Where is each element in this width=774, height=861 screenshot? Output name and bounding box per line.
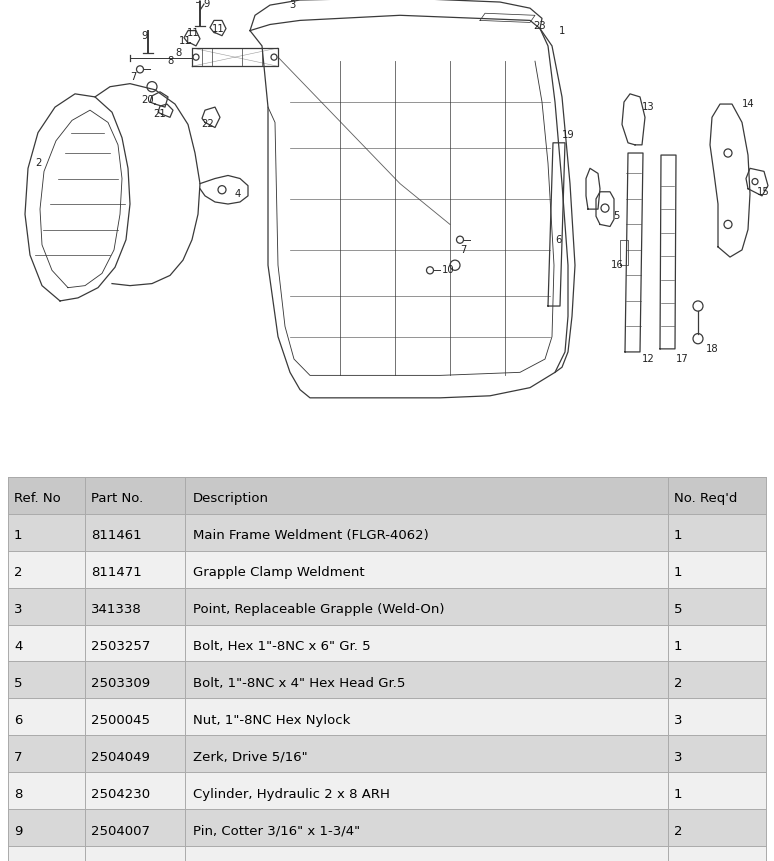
Bar	[8, 661, 766, 698]
Bar	[8, 809, 766, 846]
Bar	[8, 735, 766, 772]
Text: 9: 9	[195, 0, 201, 5]
Text: Point, Replaceable Grapple (Weld-On): Point, Replaceable Grapple (Weld-On)	[193, 604, 444, 616]
Text: 2: 2	[674, 677, 683, 690]
Text: 20: 20	[142, 95, 154, 105]
Text: 9: 9	[204, 0, 211, 9]
Text: 2500045: 2500045	[91, 714, 150, 727]
Text: 7: 7	[460, 245, 466, 255]
Text: 8: 8	[175, 48, 181, 58]
Bar	[8, 551, 766, 587]
Text: Pin, Cotter 3/16" x 1-3/4": Pin, Cotter 3/16" x 1-3/4"	[193, 825, 360, 838]
Text: 11: 11	[179, 36, 191, 46]
Text: 5: 5	[674, 604, 683, 616]
Text: Main Frame Weldment (FLGR-4062): Main Frame Weldment (FLGR-4062)	[193, 530, 429, 542]
Text: 7: 7	[130, 71, 136, 82]
Text: 15: 15	[757, 187, 769, 197]
Text: Zerk, Drive 5/16": Zerk, Drive 5/16"	[193, 751, 307, 764]
Text: 811471: 811471	[91, 567, 142, 579]
Text: 3: 3	[289, 0, 295, 10]
Text: 8: 8	[14, 788, 22, 801]
Text: 2504007: 2504007	[91, 825, 150, 838]
Text: 1: 1	[674, 641, 683, 653]
Text: 2503257: 2503257	[91, 641, 150, 653]
Text: Nut, 1"-8NC Hex Nylock: Nut, 1"-8NC Hex Nylock	[193, 714, 351, 727]
Text: 16: 16	[611, 260, 623, 270]
Text: 12: 12	[642, 354, 654, 364]
Text: 6: 6	[14, 714, 22, 727]
Text: 9: 9	[142, 31, 148, 40]
Text: 11: 11	[211, 23, 224, 34]
Text: 3: 3	[674, 714, 683, 727]
Text: 3: 3	[14, 604, 22, 616]
Text: Grapple Clamp Weldment: Grapple Clamp Weldment	[193, 567, 365, 579]
Text: 19: 19	[562, 130, 574, 139]
Text: 2: 2	[35, 158, 41, 168]
Text: 4: 4	[14, 641, 22, 653]
Text: 1: 1	[14, 530, 22, 542]
Text: 3: 3	[674, 751, 683, 764]
Text: 2504230: 2504230	[91, 788, 150, 801]
Text: Bolt, 1"-8NC x 4" Hex Head Gr.5: Bolt, 1"-8NC x 4" Hex Head Gr.5	[193, 677, 406, 690]
Text: 22: 22	[201, 120, 214, 129]
Text: 1: 1	[674, 788, 683, 801]
Text: Bolt, Hex 1"-8NC x 6" Gr. 5: Bolt, Hex 1"-8NC x 6" Gr. 5	[193, 641, 371, 653]
Text: No. Req'd: No. Req'd	[674, 492, 738, 505]
Text: 17: 17	[676, 354, 688, 364]
Text: Ref. No: Ref. No	[14, 492, 60, 505]
Bar	[8, 698, 766, 735]
Text: 18: 18	[706, 344, 718, 354]
Text: 13: 13	[642, 102, 654, 112]
Text: Description: Description	[193, 492, 269, 505]
Text: 11: 11	[187, 28, 200, 38]
Bar	[8, 772, 766, 809]
Text: 7: 7	[14, 751, 22, 764]
Bar	[8, 587, 766, 624]
Text: 2: 2	[14, 567, 22, 579]
Text: 14: 14	[741, 99, 755, 109]
Text: 811461: 811461	[91, 530, 142, 542]
Text: 1: 1	[674, 530, 683, 542]
Text: 23: 23	[534, 21, 546, 30]
Text: 1: 1	[559, 26, 565, 35]
Text: Part No.: Part No.	[91, 492, 143, 505]
Text: 341338: 341338	[91, 604, 142, 616]
Bar	[8, 477, 766, 514]
Text: 10: 10	[442, 265, 454, 276]
Text: 4: 4	[235, 189, 241, 199]
Bar	[8, 514, 766, 551]
Text: 5: 5	[14, 677, 22, 690]
Text: Cylinder, Hydraulic 2 x 8 ARH: Cylinder, Hydraulic 2 x 8 ARH	[193, 788, 390, 801]
Text: 1: 1	[674, 567, 683, 579]
Text: 5: 5	[613, 211, 619, 221]
Text: 2: 2	[674, 825, 683, 838]
Bar	[8, 624, 766, 661]
Bar	[8, 846, 766, 861]
Text: 8: 8	[167, 56, 173, 66]
Text: 2504049: 2504049	[91, 751, 150, 764]
Text: 9: 9	[14, 825, 22, 838]
Text: 6: 6	[555, 235, 561, 245]
Text: 21: 21	[153, 109, 166, 120]
Text: 2503309: 2503309	[91, 677, 150, 690]
